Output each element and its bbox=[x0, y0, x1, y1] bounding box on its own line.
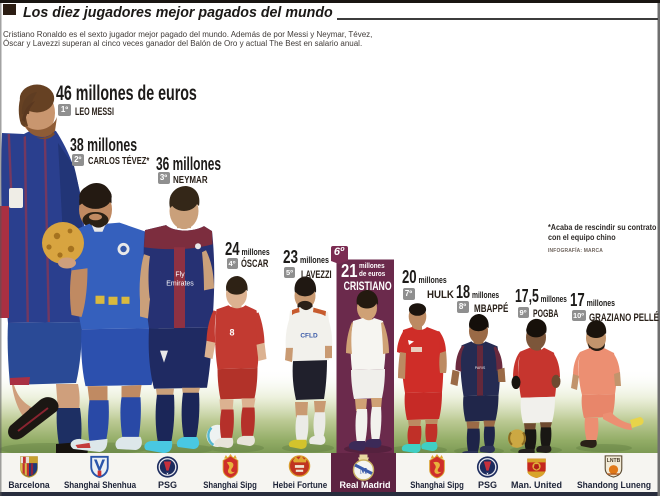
svg-text:8: 8 bbox=[230, 328, 235, 338]
svg-text:Fly: Fly bbox=[175, 271, 185, 278]
svg-text:Emirates: Emirates bbox=[166, 280, 194, 287]
svg-text:CFLD: CFLD bbox=[300, 333, 318, 340]
svg-text:M: M bbox=[360, 467, 368, 476]
svg-text:LNTB: LNTB bbox=[607, 458, 621, 464]
svg-text:PARIS: PARIS bbox=[475, 366, 486, 370]
